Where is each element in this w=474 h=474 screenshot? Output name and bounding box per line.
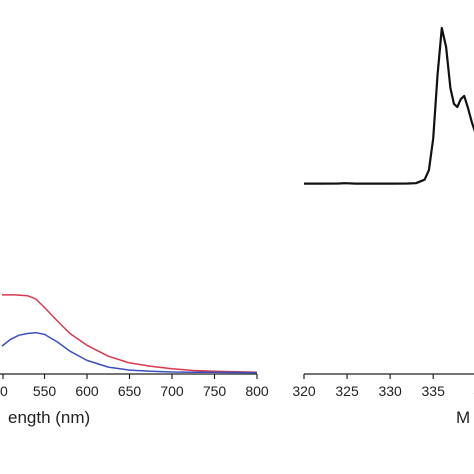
right-spectrum-panel: 3203253303353 M xyxy=(292,26,474,427)
left-tick-label: 0 xyxy=(0,383,8,399)
right-tick-label: 320 xyxy=(292,383,316,399)
left-tick-label: 600 xyxy=(75,383,99,399)
right-x-axis-label: M xyxy=(456,408,470,427)
left-tick-label: 550 xyxy=(33,383,57,399)
left-x-ticks: 0 550 600 650 700 750 800 xyxy=(0,374,269,399)
right-series-line-0 xyxy=(304,26,474,185)
left-absorption-panel: 0 550 600 650 700 750 800 ength (nm) xyxy=(0,294,269,427)
left-tick-label: 750 xyxy=(203,383,227,399)
right-tick-label: 330 xyxy=(378,383,402,399)
left-series-line-1 xyxy=(1,331,258,374)
left-series-line-0 xyxy=(2,294,258,373)
left-series-group xyxy=(1,294,258,374)
right-x-ticks: 3203253303353 xyxy=(292,374,474,399)
left-tick-label: 650 xyxy=(118,383,142,399)
left-x-axis-label: ength (nm) xyxy=(8,408,90,427)
left-tick-label: 700 xyxy=(160,383,184,399)
right-tick-label: 335 xyxy=(422,383,446,399)
left-tick-label: 800 xyxy=(245,383,269,399)
right-series-group xyxy=(304,26,474,185)
right-tick-label: 325 xyxy=(335,383,359,399)
